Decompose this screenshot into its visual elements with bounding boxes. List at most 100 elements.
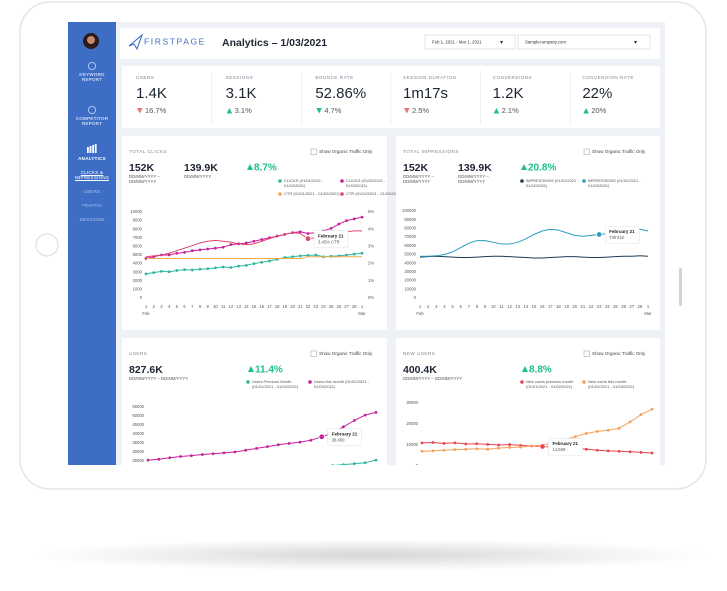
- nav-item-box[interactable]: KEYWORD REPORT: [69, 72, 115, 86]
- y-tick-label: 100000: [402, 208, 417, 213]
- x-tick-label: 11: [499, 304, 504, 309]
- x-tick-label: 20: [572, 304, 577, 309]
- data-point: [486, 442, 490, 446]
- toggle-checkbox[interactable]: [583, 350, 590, 357]
- toggle-label[interactable]: Show Organic Traffic Only: [319, 149, 373, 154]
- side-button: [679, 268, 682, 306]
- data-point: [214, 246, 217, 250]
- data-point: [352, 462, 356, 465]
- legend-label[interactable]: New users this month (01/02/2021 - 01/03…: [588, 380, 635, 389]
- legend-label[interactable]: IMPRESSIONS (01/01/2021 - 01/02/2021): [526, 179, 579, 188]
- data-point: [508, 443, 512, 446]
- nav-item-box[interactable]: COMPETITOR REPORT: [69, 116, 115, 130]
- x-tick-label: 20: [290, 304, 295, 309]
- legend-label[interactable]: Users this month (01/02/2021 - 01/03/202…: [314, 380, 369, 389]
- legend-label[interactable]: CTR (01/01/2021 - 01/02/2021): [284, 192, 340, 196]
- legend-label-box[interactable]: CLICKS (01/01/2021 - 01/02/2021): [284, 179, 342, 191]
- stat-label: DD/MM/YYYY – DD/MM/YYYY: [403, 175, 434, 184]
- series-line: [146, 256, 362, 259]
- kpi-change: 3.1%: [235, 106, 252, 115]
- data-point: [244, 263, 248, 267]
- date-dropdown[interactable]: [424, 34, 516, 50]
- toggle-label[interactable]: Show Organic Traffic Only: [319, 351, 373, 356]
- x-tick-label: 15: [252, 304, 257, 309]
- nav-item-box[interactable]: ANALYTICS: [69, 156, 115, 170]
- submenu-item[interactable]: SESSIONS: [79, 217, 105, 222]
- toggle-checkbox[interactable]: [310, 350, 317, 357]
- y-tick-label: 80000: [404, 226, 416, 231]
- data-point: [167, 270, 171, 274]
- legend-label-box[interactable]: Users Previous Month (01/01/2021 - 01/02…: [252, 380, 310, 392]
- legend-label-box[interactable]: Users this month (01/02/2021 - 01/03/202…: [314, 380, 372, 392]
- stat-value: 152K: [403, 162, 429, 174]
- submenu-item[interactable]: TRAFFIC: [81, 203, 103, 208]
- data-point: [252, 262, 256, 265]
- legend-label[interactable]: CTR (01/02/2021 - 01/03/2021): [346, 192, 402, 196]
- data-point: [179, 455, 182, 458]
- submenu-item[interactable]: CLICKS & IMPRESSIONS: [74, 170, 110, 181]
- submenu-item[interactable]: USERS: [83, 189, 101, 194]
- toggle-label[interactable]: Show Organic Traffic Only: [592, 149, 646, 154]
- data-point: [519, 445, 522, 449]
- legend-label-box[interactable]: New users previous month (01/01/2021 - 0…: [526, 380, 584, 392]
- panel-change: 8.8%: [529, 365, 552, 376]
- data-point: [420, 441, 424, 445]
- legend-label-box[interactable]: New users this month (01/02/2021 - 01/03…: [588, 380, 646, 392]
- legend-swatch: [520, 179, 524, 183]
- x-tick-label: 26: [621, 304, 626, 309]
- kpi-label: SESSION DURATION: [403, 75, 456, 80]
- kpi-value: 3.1K: [226, 85, 257, 102]
- x-tick-label: 22: [306, 304, 311, 309]
- submenu-item-box[interactable]: CLICKS & IMPRESSIONS: [69, 170, 115, 182]
- legend-label[interactable]: New users previous month (01/01/2021 - 0…: [526, 380, 574, 389]
- legend-label[interactable]: IMPRESSIONS (01/02/2021 - 01/03/2021): [588, 179, 641, 188]
- data-point: [374, 458, 378, 462]
- data-point: [360, 251, 364, 255]
- nav-item[interactable]: ANALYTICS: [78, 156, 106, 161]
- legend-label[interactable]: CLICKS (01/02/2021 - 01/03/2021): [346, 179, 386, 188]
- submenu-item-box[interactable]: USERS: [69, 189, 115, 201]
- nav-item[interactable]: KEYWORD REPORT: [79, 72, 105, 83]
- kpi-value: 1m17s: [403, 85, 448, 102]
- data-point: [486, 447, 490, 451]
- nav-item[interactable]: COMPETITOR REPORT: [75, 116, 109, 127]
- submenu-item-box[interactable]: TRAFFIC: [69, 203, 115, 215]
- x-tick-label: 1: [647, 304, 650, 309]
- legend-label-box[interactable]: IMPRESSIONS (01/02/2021 - 01/03/2021): [588, 179, 646, 191]
- toggle-checkbox[interactable]: [583, 148, 590, 155]
- data-point: [190, 454, 193, 457]
- y-tick-label: 90000: [404, 217, 416, 222]
- data-point: [214, 266, 217, 270]
- legend-swatch: [278, 192, 282, 196]
- x-tick-label: 23: [313, 304, 318, 309]
- site-dropdown[interactable]: [517, 34, 651, 50]
- submenu-item-box[interactable]: SESSIONS: [69, 217, 115, 229]
- data-point: [475, 447, 479, 451]
- y-tick-label: 20000: [406, 421, 418, 426]
- toggle-label[interactable]: Show Organic Traffic Only: [592, 351, 646, 356]
- panel-trend: [522, 366, 528, 372]
- legend-label-box[interactable]: CLICKS (01/02/2021 - 01/03/2021): [346, 179, 404, 191]
- x-tick-label: 13: [236, 304, 241, 309]
- legend-label[interactable]: Users Previous Month (01/01/2021 - 01/02…: [252, 380, 299, 389]
- legend-label[interactable]: CLICKS (01/01/2021 - 01/02/2021): [284, 179, 324, 188]
- legend-label-box[interactable]: IMPRESSIONS (01/01/2021 - 01/02/2021): [526, 179, 584, 191]
- data-point: [157, 457, 161, 461]
- data-point: [260, 238, 264, 241]
- kpi-label: BOUNCE RATE: [315, 75, 353, 80]
- x-tick-label: 9: [484, 304, 487, 309]
- x-tick-label: 1: [361, 304, 364, 309]
- home-button[interactable]: [35, 233, 59, 257]
- data-point: [342, 425, 345, 429]
- legend-label-box[interactable]: CTR (01/02/2021 - 01/03/2021): [346, 192, 404, 204]
- y2-tick-label: 2%: [368, 261, 374, 266]
- y-tick-label: 50000: [404, 252, 416, 257]
- data-point: [650, 407, 654, 411]
- toggle-checkbox[interactable]: [310, 148, 317, 155]
- legend-label-box[interactable]: CTR (01/01/2021 - 01/02/2021): [284, 192, 342, 204]
- data-point: [363, 461, 367, 465]
- data-point: [244, 448, 248, 452]
- data-point: [306, 254, 310, 257]
- data-point: [352, 419, 356, 422]
- panel-trend: [248, 366, 254, 372]
